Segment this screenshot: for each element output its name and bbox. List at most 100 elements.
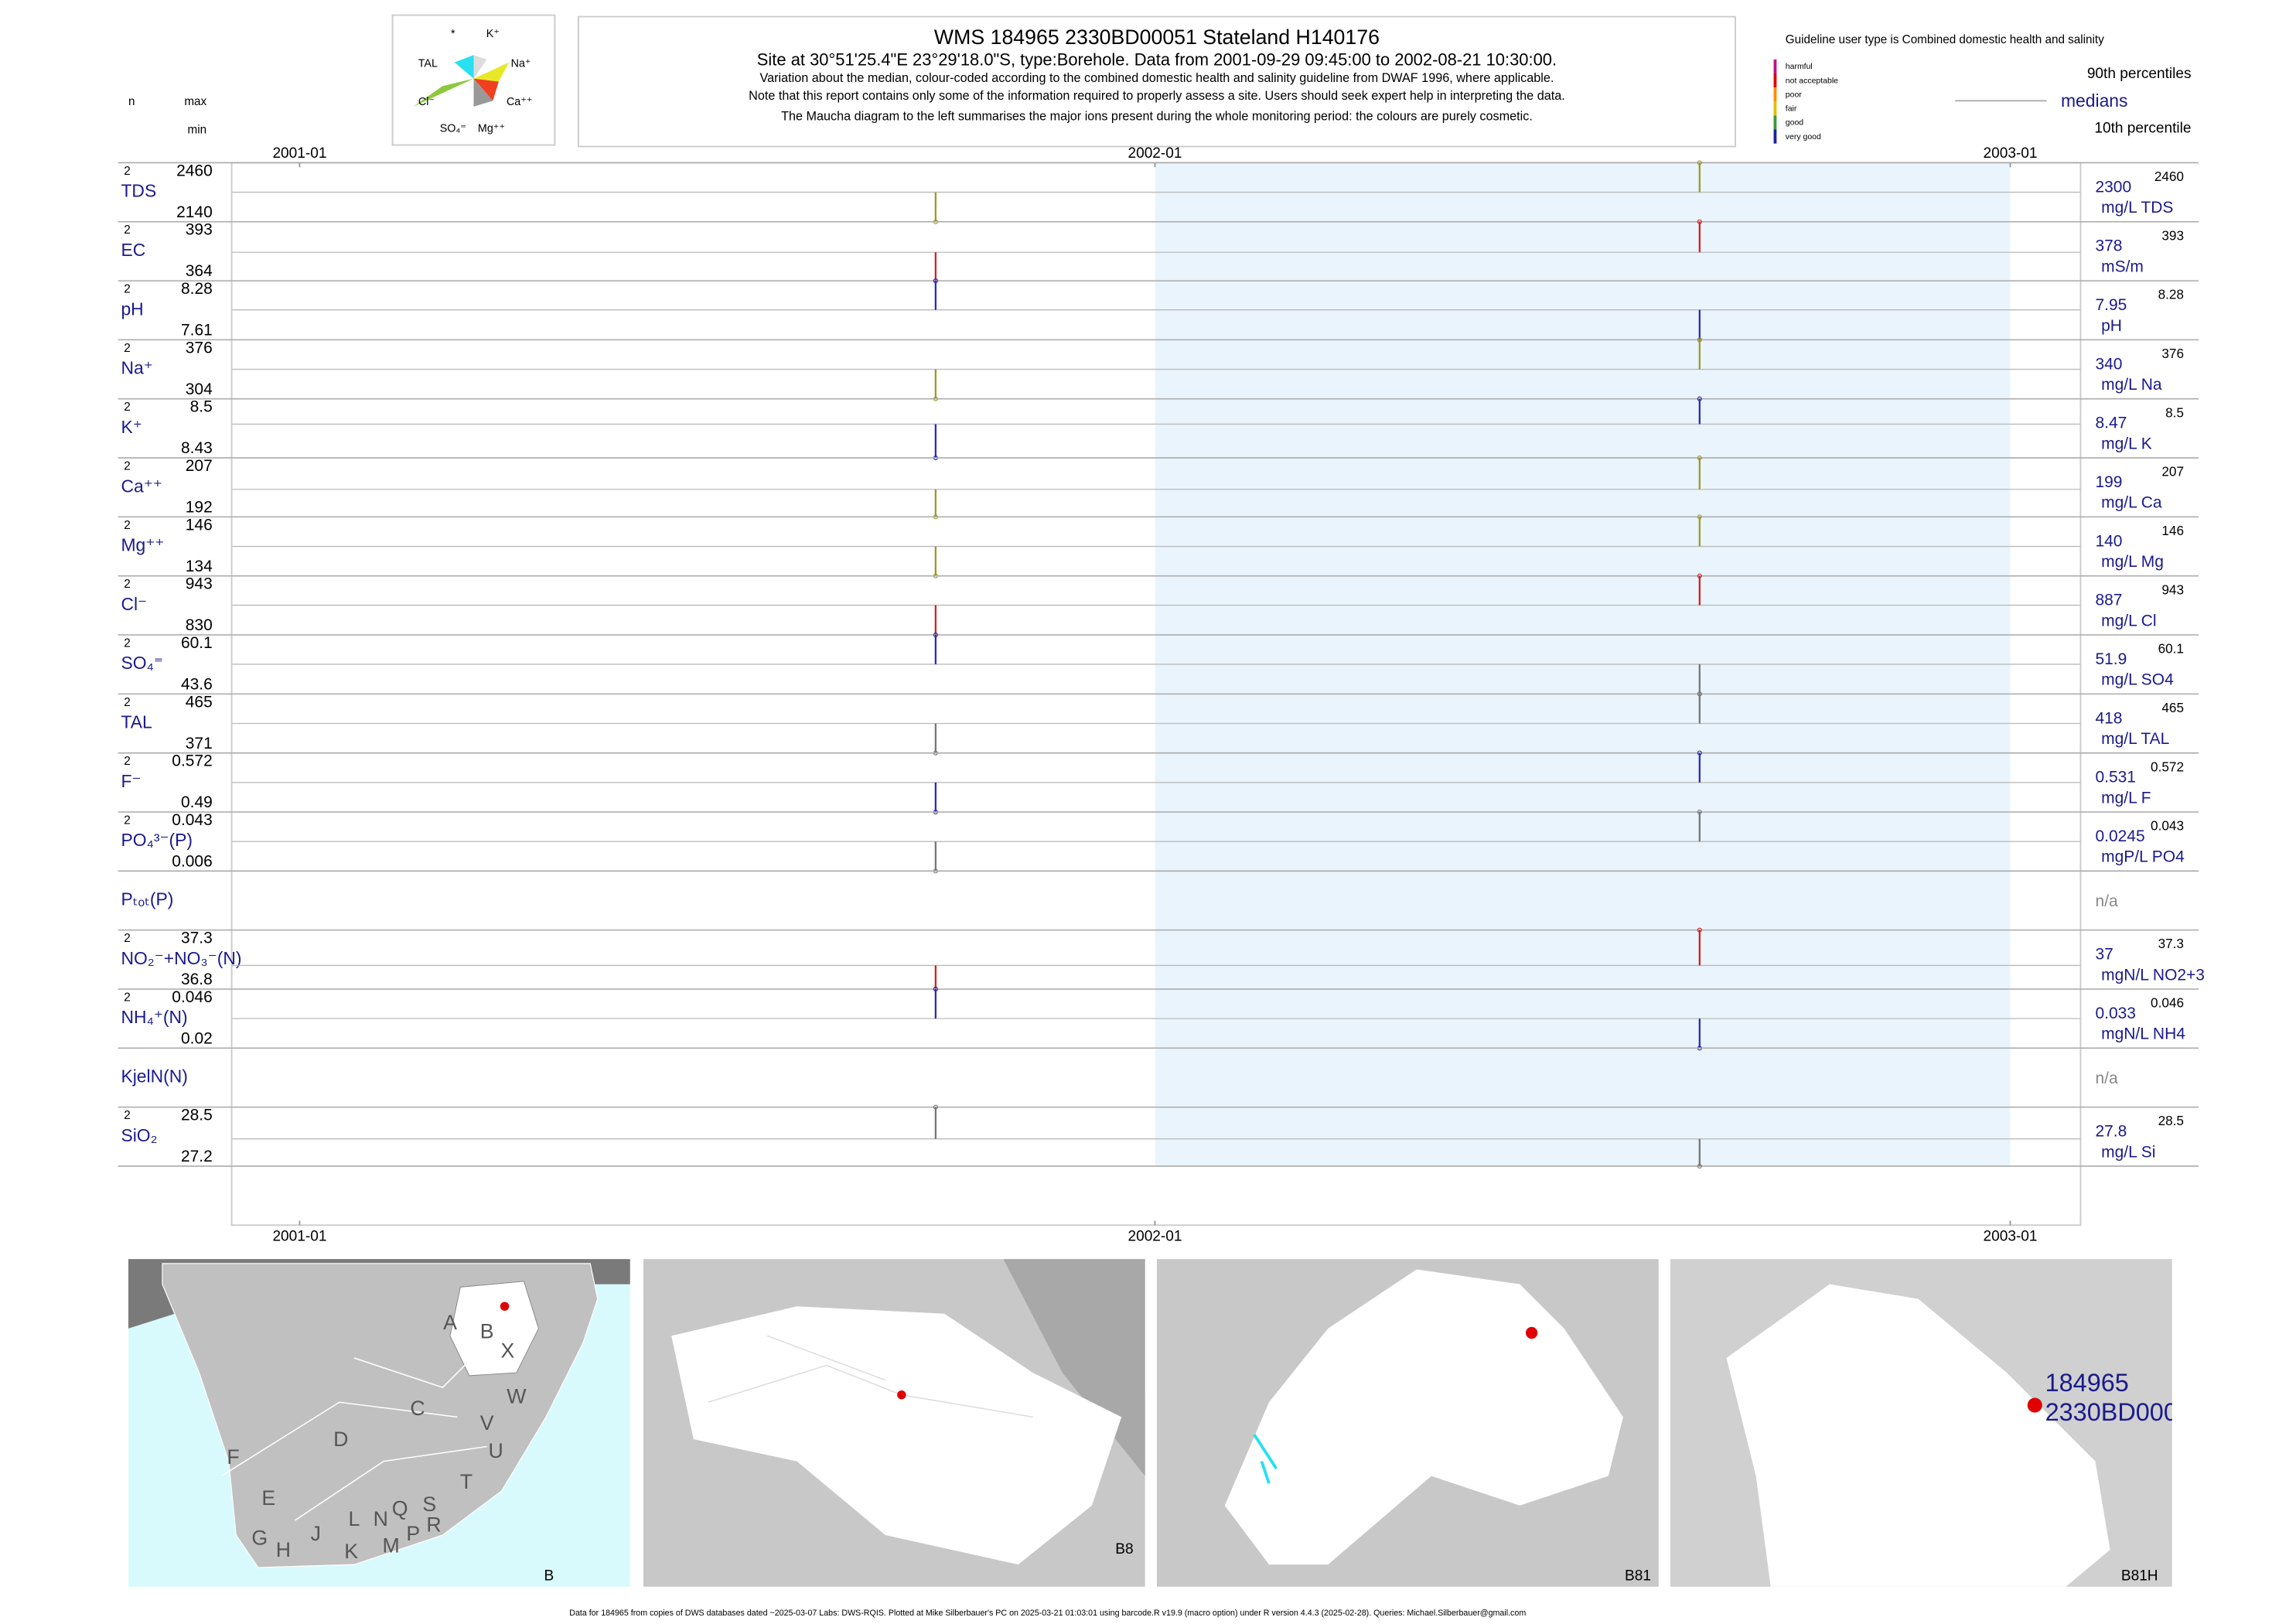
unit-label: mg/L Ca xyxy=(2101,494,2162,512)
header-box xyxy=(578,15,1736,148)
sample-end xyxy=(1697,573,1702,578)
row-label: Pₜₒₜ(P) xyxy=(121,889,173,909)
median-value: 0.033 xyxy=(2095,1005,2135,1022)
n-label: 2 xyxy=(124,342,130,355)
row-label: pH xyxy=(121,299,143,319)
sample-end xyxy=(1697,691,1702,697)
head-max: max xyxy=(184,95,206,108)
median-value: 340 xyxy=(2095,355,2122,373)
max-label-right: 60.1 xyxy=(2158,641,2184,657)
legend-swatch xyxy=(1773,115,1777,130)
site-code: 2330BD00051 xyxy=(2045,1398,2206,1426)
max-label: 2460 xyxy=(176,162,213,179)
max-label: 60.1 xyxy=(181,634,213,652)
region-label: W xyxy=(507,1385,527,1408)
max-label: 465 xyxy=(186,693,213,711)
legend-level: good xyxy=(1786,119,1803,128)
unit-label: mg/L Cl xyxy=(2101,612,2156,629)
row-label: F⁻ xyxy=(121,771,141,791)
region-label: M xyxy=(383,1534,400,1557)
n-label: 2 xyxy=(124,932,130,945)
min-label: 0.006 xyxy=(172,852,212,870)
sample-end xyxy=(1697,455,1702,461)
x-tick-label: 2002-01 xyxy=(1128,1229,1182,1245)
maucha-label: Mg⁺⁺ xyxy=(478,122,505,135)
maucha-label: Na⁺ xyxy=(511,57,531,70)
max-label: 207 xyxy=(186,457,213,475)
legend-swatch xyxy=(1773,73,1777,88)
row-label: Na⁺ xyxy=(121,358,152,378)
map-b xyxy=(128,1259,630,1587)
x-tick-label: 2003-01 xyxy=(1984,1229,2038,1245)
median-value: 0.531 xyxy=(2095,769,2135,786)
head-n: n xyxy=(128,95,135,108)
note: The Maucha diagram to the left summarise… xyxy=(781,110,1533,124)
unit-label: mgN/L NO2+3 xyxy=(2101,966,2205,984)
max-label-right: 2460 xyxy=(2154,169,2184,184)
max-label-right: 0.043 xyxy=(2151,818,2184,834)
median-value: 2300 xyxy=(2095,178,2131,196)
map-label: B xyxy=(544,1568,554,1584)
median-label: n/a xyxy=(2095,1070,2117,1087)
max-label: 8.5 xyxy=(190,398,213,416)
n-label: 2 xyxy=(124,460,130,473)
min-label: 36.8 xyxy=(181,971,213,988)
max-label: 37.3 xyxy=(181,930,213,947)
region-label: N xyxy=(374,1507,388,1530)
min-label: 7.61 xyxy=(181,322,213,339)
row-label: KjelN(N) xyxy=(121,1066,187,1087)
min-label: 371 xyxy=(186,735,213,752)
row-label: SiO₂ xyxy=(121,1125,157,1145)
max-label-right: 37.3 xyxy=(2158,936,2184,951)
unit-label: mg/L SO4 xyxy=(2101,671,2174,689)
row-label: Cl⁻ xyxy=(121,594,147,614)
min-label: 304 xyxy=(186,380,213,398)
row-label: TDS xyxy=(121,181,156,201)
maucha-diagram xyxy=(413,55,510,107)
map-b8 xyxy=(643,1259,1145,1587)
region-label: P xyxy=(406,1522,420,1545)
site-label: 184965 2330BD00051 xyxy=(2045,1369,2206,1426)
max-label: 8.28 xyxy=(181,280,213,298)
unit-label: mgP/L PO4 xyxy=(2101,848,2185,866)
maucha-label: Ca⁺⁺ xyxy=(507,96,532,108)
region-label: K xyxy=(344,1540,358,1563)
region-label: A xyxy=(443,1311,457,1334)
min-label: 0.02 xyxy=(181,1029,213,1047)
unit-label: mg/L F xyxy=(2101,789,2151,807)
x-tick-label: 2001-01 xyxy=(272,145,326,162)
legend-lower: 10th percentile xyxy=(2094,121,2191,137)
maucha-label: K⁺ xyxy=(486,28,500,40)
legend-level: not acceptable xyxy=(1786,77,1838,85)
region-label: D xyxy=(333,1428,348,1451)
region-label: H xyxy=(276,1538,291,1561)
sample-end xyxy=(1697,396,1702,401)
unit-label: mg/L Si xyxy=(2101,1143,2155,1161)
n-label: 2 xyxy=(124,283,130,296)
legend-title: Guideline user type is Combined domestic… xyxy=(1786,33,2104,46)
region-label: Q xyxy=(392,1497,408,1520)
maucha-label: * xyxy=(451,28,455,40)
region-label: X xyxy=(500,1339,514,1362)
max-label-right: 943 xyxy=(2161,582,2184,597)
legend-upper: 90th percentiles xyxy=(2087,66,2192,82)
sample-end xyxy=(933,632,938,638)
max-label: 28.5 xyxy=(181,1107,213,1124)
median-value: 8.47 xyxy=(2095,415,2127,432)
region-label: E xyxy=(261,1486,275,1510)
n-label: 2 xyxy=(124,755,130,768)
region-label: B xyxy=(480,1320,494,1343)
region-label: G xyxy=(251,1527,268,1550)
n-label: 2 xyxy=(124,814,130,827)
note: Note that this report contains only some… xyxy=(749,89,1565,103)
row-label: NO₂⁻+NO₃⁻(N) xyxy=(121,948,241,968)
n-label: 2 xyxy=(124,578,130,591)
max-label-right: 376 xyxy=(2161,346,2184,361)
sample-end xyxy=(1697,750,1702,756)
median-value: 199 xyxy=(2095,473,2122,491)
n-label: 2 xyxy=(124,223,130,237)
legend-swatch xyxy=(1773,87,1777,102)
median-label: n/a xyxy=(2095,892,2117,910)
subtitle: Site at 30°51'25.4"E 23°29'18.0"S, type:… xyxy=(757,50,1557,70)
